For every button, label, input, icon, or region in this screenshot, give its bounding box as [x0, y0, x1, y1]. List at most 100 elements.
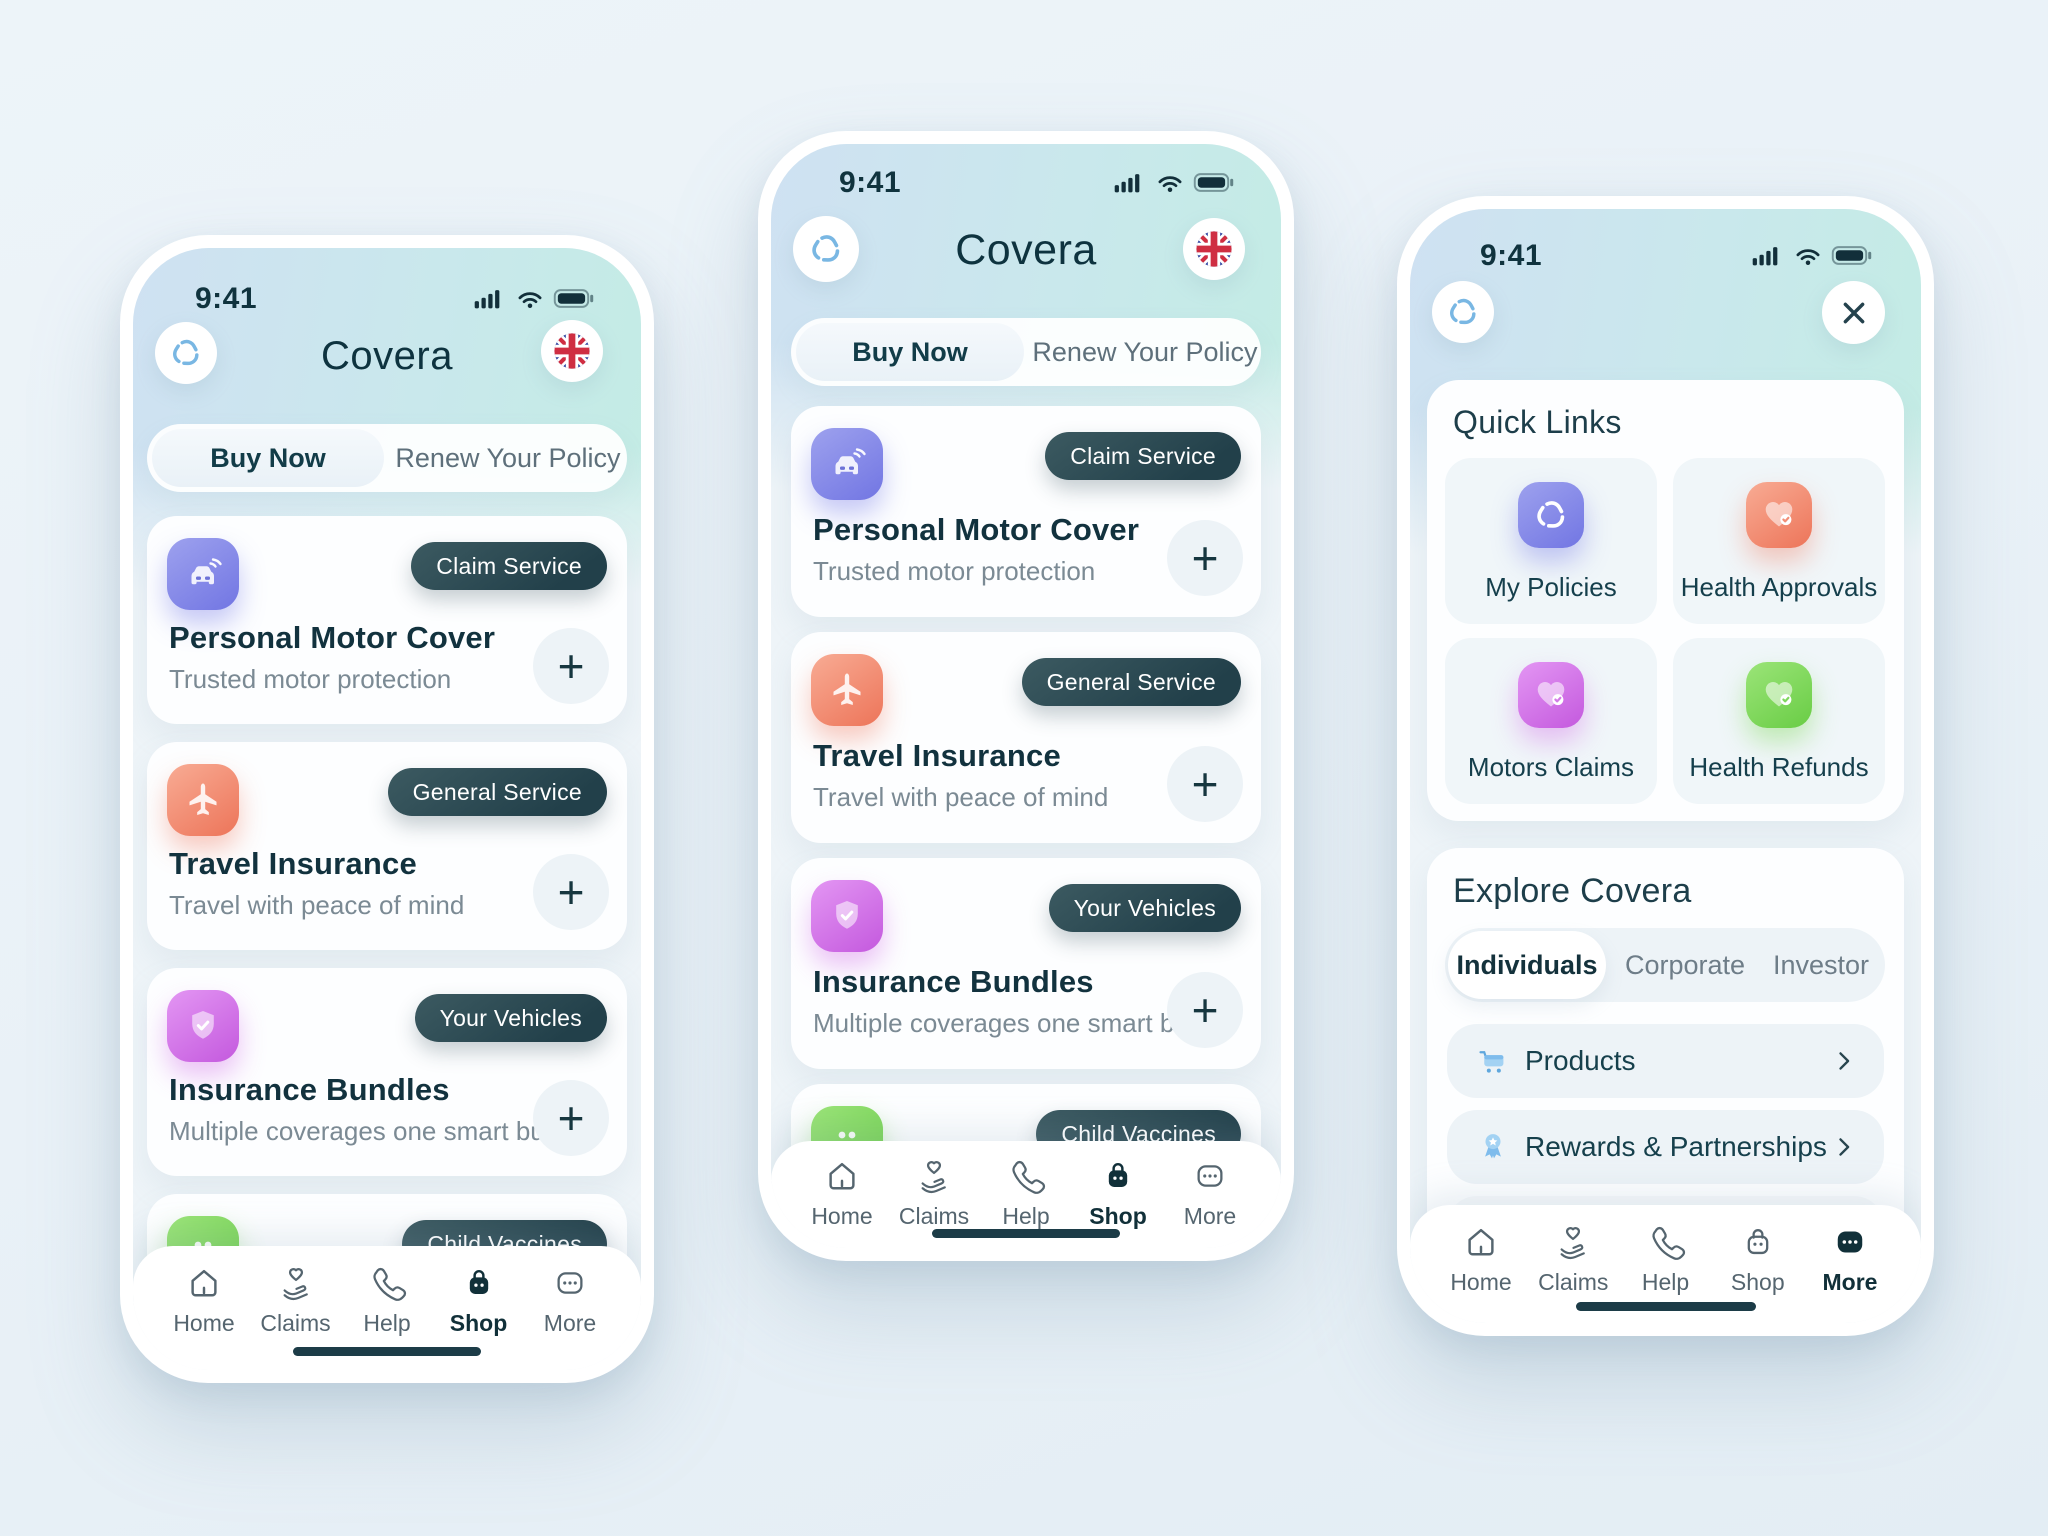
phone-help-icon [366, 1262, 408, 1304]
segment-investor[interactable]: Investor [1772, 949, 1870, 980]
category-badge: Your Vehicles [1048, 884, 1241, 932]
more-icon [549, 1262, 591, 1304]
app-logo-badge [1432, 281, 1494, 343]
tab-buy-now[interactable]: Buy Now [796, 323, 1024, 381]
plane-icon [811, 654, 883, 726]
nav-home[interactable]: Home [1436, 1221, 1526, 1296]
add-product-button[interactable]: + [533, 1080, 609, 1156]
wifi-icon [1793, 244, 1823, 268]
page-title: Covera [955, 226, 1097, 274]
product-subtitle: Trusted motor protection [169, 664, 452, 694]
add-product-button[interactable]: + [1167, 746, 1243, 822]
category-badge: General Service [1021, 658, 1241, 706]
category-badge: Claim Service [411, 542, 607, 590]
phone-right-quick-links-screen: 9:41 Quick Links My Policies [1397, 196, 1934, 1336]
home-icon [183, 1262, 225, 1304]
uk-flag-icon [541, 320, 603, 382]
bottom-nav: Home Claims Help Shop More [133, 1246, 641, 1370]
heart-check-icon [1746, 662, 1812, 728]
nav-shop-active[interactable]: Shop [1073, 1155, 1163, 1230]
language-selector[interactable] [541, 320, 603, 382]
row-rewards-partnerships[interactable]: Rewards & Partnerships [1447, 1110, 1884, 1184]
wifi-icon [515, 287, 545, 311]
nav-home[interactable]: Home [159, 1262, 249, 1337]
phone-help-icon [1645, 1221, 1687, 1263]
home-indicator[interactable] [1575, 1302, 1756, 1311]
home-indicator[interactable] [932, 1229, 1120, 1238]
tab-renew-your-policy[interactable]: Renew Your Policy [1032, 336, 1258, 367]
status-icons [1751, 243, 1875, 268]
product-card-personal-motor-cover[interactable]: Claim Service Personal Motor Cover Trust… [791, 406, 1261, 617]
nav-shop-active[interactable]: Shop [434, 1262, 524, 1337]
add-product-button[interactable]: + [533, 628, 609, 704]
quick-link-health-refunds[interactable]: Health Refunds [1673, 638, 1885, 804]
more-icon [1189, 1155, 1231, 1197]
nav-more-active[interactable]: More [1805, 1221, 1895, 1296]
uk-flag-icon [1183, 218, 1245, 280]
add-product-button[interactable]: + [533, 854, 609, 930]
status-time: 9:41 [839, 166, 902, 199]
bottom-nav: Home Claims Help Shop More [1410, 1205, 1921, 1323]
explore-title: Explore Covera [1453, 872, 1692, 910]
language-selector[interactable] [1183, 218, 1245, 280]
status-time: 9:41 [195, 282, 258, 315]
quick-link-motors-claims[interactable]: Motors Claims [1445, 638, 1657, 804]
nav-help[interactable]: Help [981, 1155, 1071, 1230]
claims-heart-hand-icon [275, 1262, 317, 1304]
row-products[interactable]: Products [1447, 1024, 1884, 1098]
status-icons [1113, 170, 1237, 195]
category-badge: Claim Service [1045, 432, 1241, 480]
product-title: Insurance Bundles [169, 1072, 450, 1107]
covera-logo-icon [1518, 482, 1584, 548]
connected-car-icon [167, 538, 239, 610]
chevron-right-icon [1830, 1133, 1858, 1161]
shopping-cart-icon [1473, 1041, 1513, 1081]
shop-bag-icon [458, 1262, 500, 1304]
nav-help[interactable]: Help [1621, 1221, 1711, 1296]
nav-help[interactable]: Help [342, 1262, 432, 1337]
nav-shop[interactable]: Shop [1713, 1221, 1803, 1296]
quick-links-panel: Quick Links My Policies Health Approvals… [1427, 380, 1904, 821]
battery-icon [1193, 170, 1237, 195]
category-badge: General Service [387, 768, 607, 816]
phone-left-shop-screen: 9:41 Covera Buy Now Renew Your Policy Cl… [120, 235, 654, 1383]
signal-icon [1751, 244, 1785, 268]
segment-individuals-active[interactable]: Individuals [1448, 931, 1606, 999]
nav-claims[interactable]: Claims [889, 1155, 979, 1230]
add-product-button[interactable]: + [1167, 520, 1243, 596]
shop-tab-bar: Buy Now Renew Your Policy [791, 318, 1261, 386]
product-title: Personal Motor Cover [169, 620, 496, 655]
product-card-travel-insurance[interactable]: General Service Travel Insurance Travel … [147, 742, 627, 950]
product-card-insurance-bundles[interactable]: Your Vehicles Insurance Bundles Multiple… [147, 968, 627, 1176]
segment-corporate[interactable]: Corporate [1624, 949, 1746, 980]
product-subtitle: Travel with peace of mind [169, 890, 465, 920]
quick-link-my-policies[interactable]: My Policies [1445, 458, 1657, 624]
home-indicator[interactable] [293, 1347, 481, 1356]
shop-tab-bar: Buy Now Renew Your Policy [147, 424, 627, 492]
tab-renew-your-policy[interactable]: Renew Your Policy [395, 442, 621, 473]
product-subtitle: Travel with peace of mind [813, 782, 1109, 812]
bottom-nav: Home Claims Help Shop More [771, 1141, 1281, 1248]
signal-icon [473, 287, 507, 311]
battery-icon [1831, 243, 1875, 268]
add-product-button[interactable]: + [1167, 972, 1243, 1048]
tab-buy-now[interactable]: Buy Now [152, 429, 384, 487]
nav-home[interactable]: Home [797, 1155, 887, 1230]
phone-middle-shop-screen: 9:41 Covera Buy Now Renew Your Policy Cl… [758, 131, 1294, 1261]
shop-bag-icon [1737, 1221, 1779, 1263]
product-card-personal-motor-cover[interactable]: Claim Service Personal Motor Cover Trust… [147, 516, 627, 724]
category-badge: Your Vehicles [414, 994, 607, 1042]
nav-more[interactable]: More [525, 1262, 615, 1337]
nav-claims[interactable]: Claims [1528, 1221, 1618, 1296]
product-title: Travel Insurance [169, 846, 417, 881]
nav-claims[interactable]: Claims [251, 1262, 341, 1337]
award-ribbon-icon [1473, 1127, 1513, 1167]
phone-help-icon [1005, 1155, 1047, 1197]
product-card-insurance-bundles[interactable]: Your Vehicles Insurance Bundles Multiple… [791, 858, 1261, 1069]
nav-more[interactable]: More [1165, 1155, 1255, 1230]
close-button[interactable] [1822, 281, 1885, 344]
product-card-travel-insurance[interactable]: General Service Travel Insurance Travel … [791, 632, 1261, 843]
product-subtitle: Trusted motor protection [813, 556, 1096, 586]
quick-link-health-approvals[interactable]: Health Approvals [1673, 458, 1885, 624]
screen: 9:41 Covera Buy Now Renew Your Policy Cl… [771, 144, 1281, 1248]
